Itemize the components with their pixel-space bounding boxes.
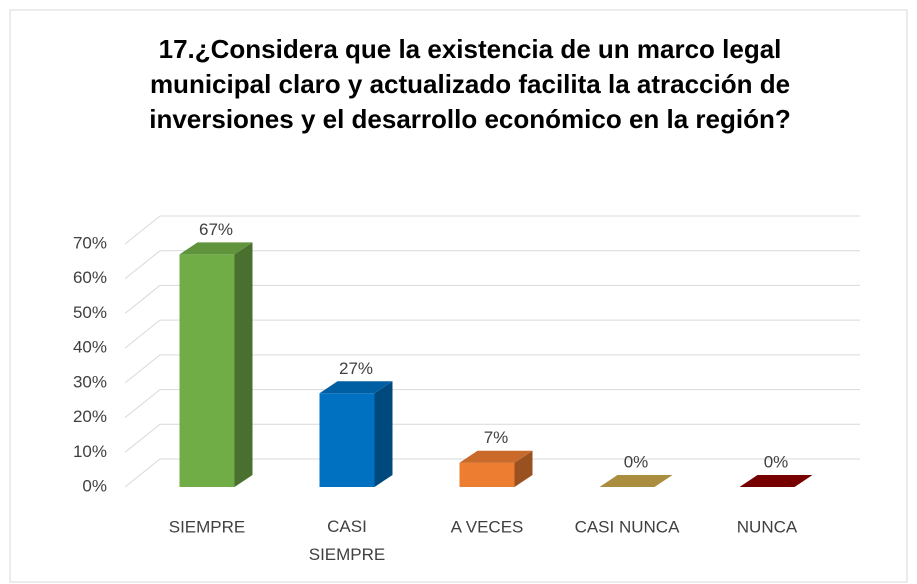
y-tick-label: 70%	[73, 233, 107, 252]
bar-top	[179, 242, 253, 255]
x-tick-label: CASI NUNCA	[575, 517, 681, 536]
bar-front	[319, 393, 375, 487]
bar-top	[319, 381, 393, 394]
grid-line	[124, 250, 860, 280]
y-tick-label: 20%	[73, 407, 107, 426]
data-label: 0%	[624, 452, 649, 471]
grid-line	[124, 319, 860, 349]
y-tick-label: 50%	[73, 303, 107, 322]
data-label: 7%	[484, 428, 509, 447]
chart-title: 17.¿Considera que la existencia de un ma…	[149, 34, 791, 134]
x-tick-label: A VECES	[451, 517, 524, 536]
bar-top	[459, 450, 533, 463]
x-tick-label: CASI SIEMPRE	[309, 517, 386, 564]
data-label: 27%	[339, 359, 373, 378]
bar	[179, 242, 253, 487]
y-tick-label: 40%	[73, 338, 107, 357]
x-tick-label: NUNCA	[737, 517, 798, 536]
y-tick-label: 60%	[73, 268, 107, 287]
bar	[599, 475, 673, 487]
grid-line	[124, 284, 860, 314]
grid-line	[124, 423, 860, 453]
grid-line	[124, 215, 860, 245]
bar-top	[739, 475, 813, 487]
bar	[459, 450, 533, 487]
grid-line	[124, 354, 860, 384]
y-tick-label: 30%	[73, 372, 107, 391]
grid-line	[124, 458, 860, 488]
bar-side	[374, 381, 393, 487]
grid-line	[124, 389, 860, 418]
bar-side	[514, 450, 533, 487]
bar-front	[459, 462, 515, 487]
x-tick-label: SIEMPRE	[169, 517, 246, 536]
y-tick-label: 0%	[82, 476, 107, 495]
bar-top	[599, 475, 673, 487]
y-tick-label: 10%	[73, 442, 107, 461]
bar-front	[179, 254, 235, 487]
bar	[739, 475, 813, 487]
bar	[319, 381, 393, 487]
data-label: 0%	[764, 452, 789, 471]
bar-side	[234, 242, 253, 487]
data-label: 67%	[199, 220, 233, 239]
